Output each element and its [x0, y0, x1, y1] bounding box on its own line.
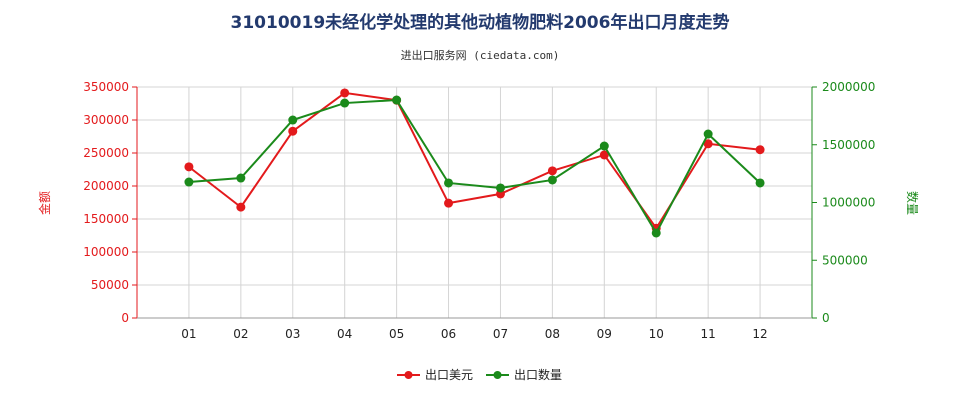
data-point-export-usd — [340, 88, 350, 98]
x-axis-tick-label: 07 — [493, 327, 508, 341]
x-axis-tick-label: 12 — [752, 327, 767, 341]
data-point-export-usd — [703, 139, 713, 149]
legend-dot-export-usd — [404, 371, 413, 379]
data-point-export-quantity — [495, 183, 505, 193]
x-axis-tick-label: 05 — [389, 327, 404, 341]
data-point-export-quantity — [547, 175, 557, 185]
left-axis-tick-label: 0 — [121, 311, 129, 325]
x-axis-tick-label: 09 — [597, 327, 612, 341]
legend-item-export-usd: 出口美元 — [397, 368, 473, 382]
legend-label-export-quantity: 出口数量 — [514, 367, 562, 382]
right-axis-tick-label: 1500000 — [822, 138, 875, 152]
data-point-export-quantity — [651, 228, 661, 238]
data-point-export-usd — [755, 145, 765, 155]
series-line-export-usd — [188, 91, 761, 231]
legend: 出口美元 出口数量 — [397, 367, 562, 382]
left-axis-tick-label: 300000 — [83, 113, 129, 127]
left-axis-tick-label: 250000 — [83, 146, 129, 160]
right-axis-tick-label: 500000 — [822, 253, 868, 267]
x-axis-tick-label: 04 — [337, 327, 352, 341]
right-axis-tick-label: 0 — [822, 311, 830, 325]
left-axis-tick-label: 100000 — [83, 245, 129, 259]
data-point-export-usd — [599, 150, 609, 160]
x-axis-tick-label: 03 — [285, 327, 300, 341]
data-point-export-quantity — [392, 95, 402, 105]
right-axis-tick-label: 2000000 — [822, 80, 875, 94]
x-axis-tick-label: 06 — [441, 327, 456, 341]
data-point-export-quantity — [444, 178, 454, 188]
grid-layer — [136, 86, 813, 319]
data-point-export-usd — [288, 126, 298, 136]
data-point-export-quantity — [703, 129, 713, 139]
data-point-export-usd — [444, 198, 454, 208]
data-point-export-usd — [184, 162, 194, 172]
legend-label-export-usd: 出口美元 — [425, 368, 473, 382]
left-axis-tick-label: 200000 — [83, 179, 129, 193]
chart-title: 31010019未经化学处理的其他动植物肥料2006年出口月度走势 — [231, 12, 730, 33]
legend-dot-export-quantity — [493, 371, 502, 379]
chart-subtitle: 进出口服务网 (ciedata.com) — [401, 48, 560, 62]
series-line-export-quantity — [188, 99, 761, 236]
legend-item-export-quantity: 出口数量 — [486, 367, 562, 382]
left-axis-tick-label: 150000 — [83, 212, 129, 226]
data-point-export-quantity — [236, 173, 246, 183]
data-point-export-quantity — [755, 178, 765, 188]
right-axis-tick-label: 1000000 — [822, 196, 875, 210]
x-axis-tick-label: 08 — [545, 327, 560, 341]
series-layer — [184, 88, 765, 238]
left-axis-label: 金额 — [37, 191, 52, 215]
data-point-export-usd — [547, 166, 557, 176]
data-point-export-quantity — [184, 177, 194, 187]
axis-layer: 0 50000 100000 150000 200000 250000 300000 3500… — [83, 80, 875, 341]
data-point-export-quantity — [340, 98, 350, 108]
x-axis-tick-label: 01 — [181, 327, 196, 341]
x-axis-tick-label: 02 — [233, 327, 248, 341]
data-point-export-usd — [236, 202, 246, 212]
x-axis-tick-label: 10 — [649, 327, 664, 341]
data-point-export-quantity — [288, 115, 298, 125]
x-axis-tick-label: 11 — [701, 327, 716, 341]
left-axis-tick-label: 50000 — [91, 278, 129, 292]
data-point-export-quantity — [599, 141, 609, 151]
left-axis-tick-label: 350000 — [83, 80, 129, 94]
right-axis-label: 数量 — [905, 191, 920, 215]
